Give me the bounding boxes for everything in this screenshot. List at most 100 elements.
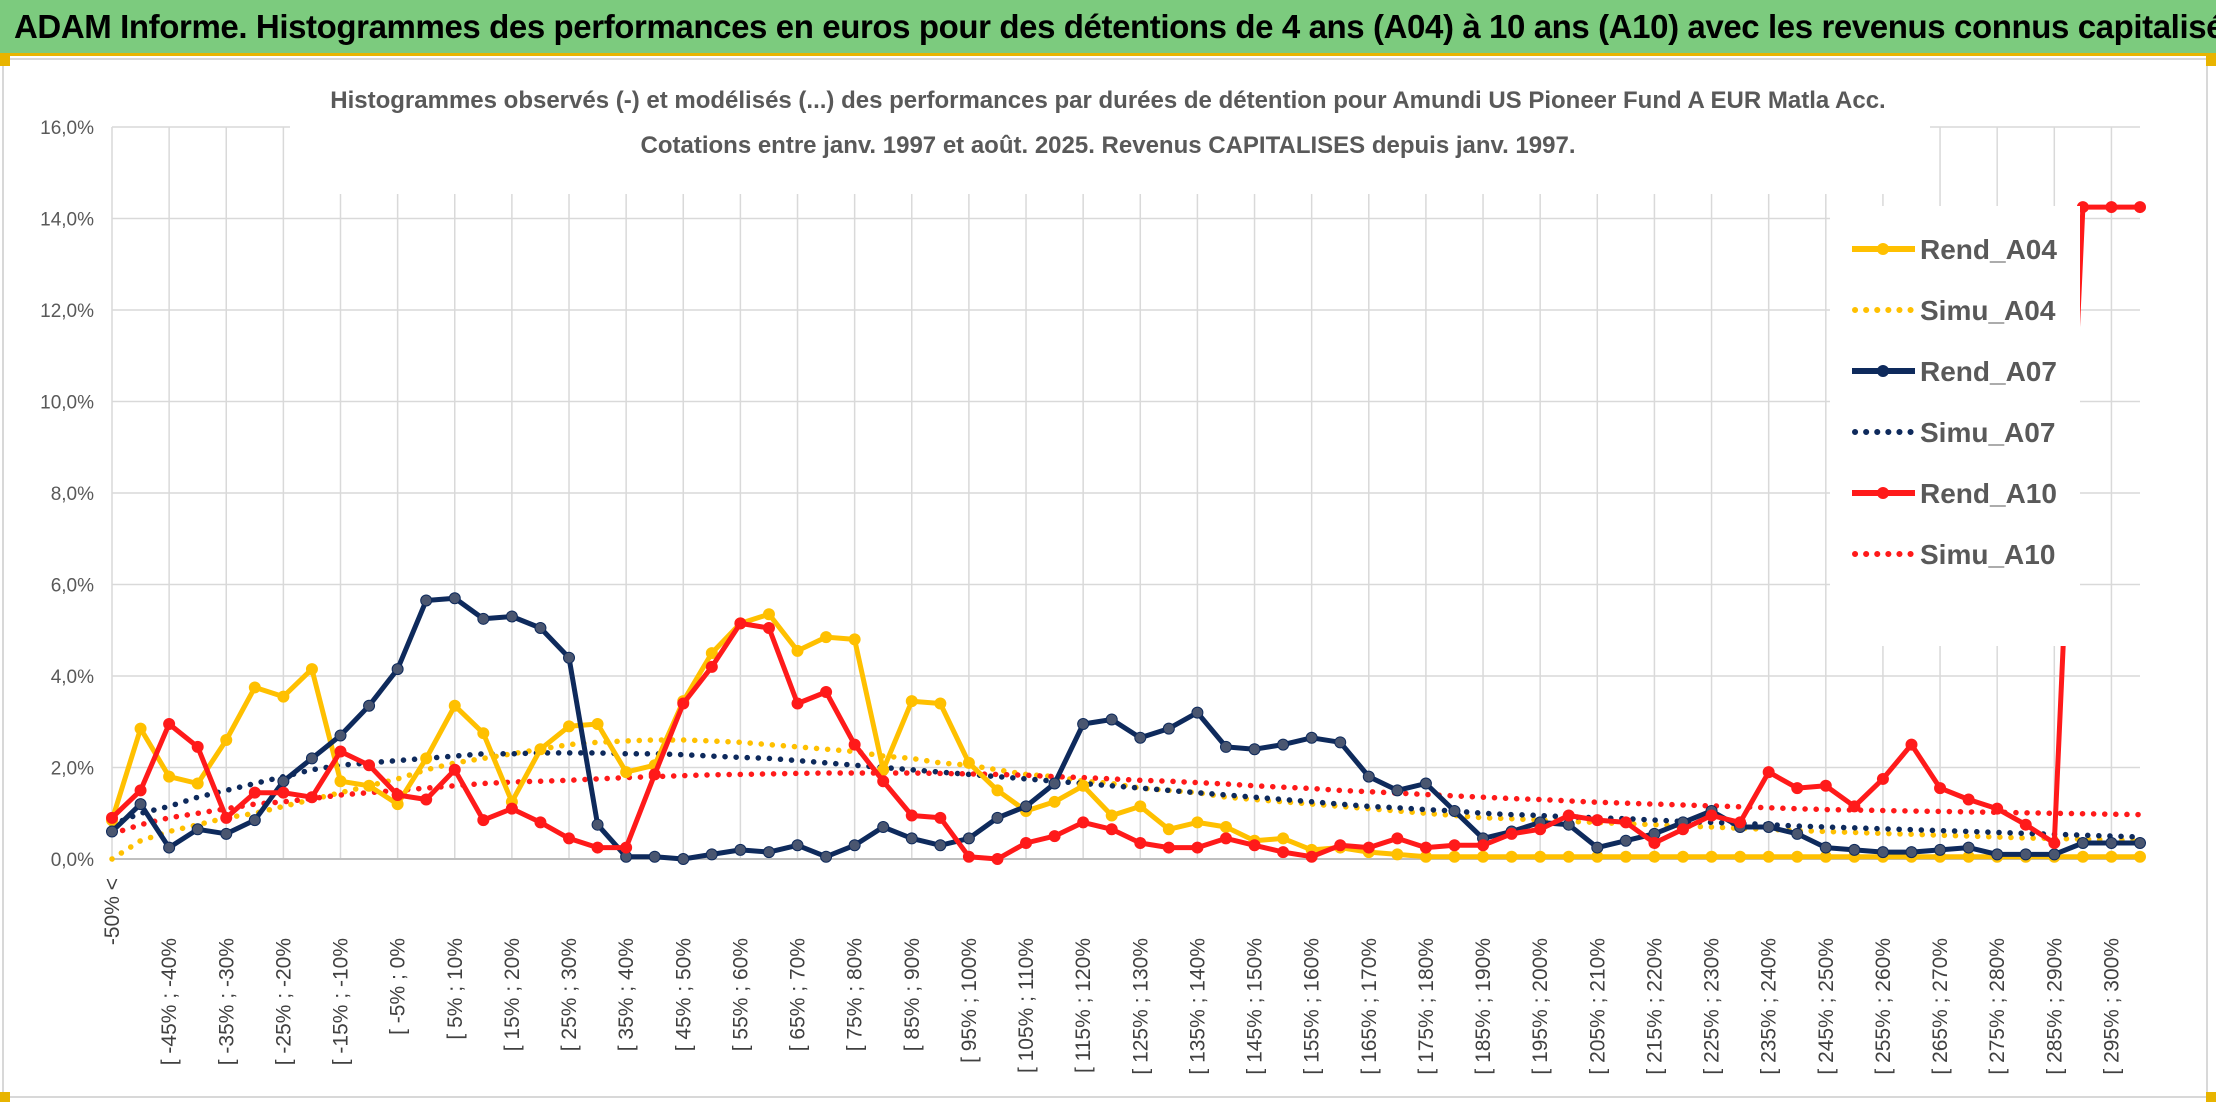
data-point-Rend_A10 bbox=[1162, 841, 1175, 854]
x-tick-label: [ 245% ; 250% bbox=[1815, 938, 1838, 1075]
data-point-Rend_A07 bbox=[2048, 848, 2061, 861]
data-point-Rend_A04 bbox=[305, 663, 318, 676]
chart-title-background bbox=[290, 84, 1930, 194]
data-point-Rend_A04 bbox=[448, 699, 461, 712]
legend-entry-Rend_A10: Rend_A10 bbox=[1852, 478, 2057, 509]
data-point-Rend_A04 bbox=[991, 784, 1004, 797]
data-point-Rend_A10 bbox=[1477, 839, 1490, 852]
x-tick-label: [ 165% ; 170% bbox=[1358, 938, 1381, 1075]
data-point-Rend_A07 bbox=[448, 592, 461, 605]
data-point-Rend_A04 bbox=[1134, 800, 1147, 813]
data-point-Rend_A07 bbox=[1419, 777, 1432, 790]
data-point-Rend_A07 bbox=[1248, 743, 1261, 756]
data-point-Rend_A07 bbox=[877, 820, 890, 833]
data-point-Rend_A04 bbox=[1534, 850, 1547, 863]
x-tick-label: [ -45% ; -40% bbox=[158, 938, 181, 1065]
data-point-Rend_A07 bbox=[2019, 848, 2032, 861]
data-point-Rend_A10 bbox=[1791, 782, 1804, 795]
legend-label-Simu_A04: Simu_A04 bbox=[1920, 295, 2056, 326]
data-point-Rend_A04 bbox=[534, 743, 547, 756]
data-point-Rend_A04 bbox=[1648, 850, 1661, 863]
data-point-Rend_A10 bbox=[1277, 846, 1290, 859]
data-point-Rend_A10 bbox=[1991, 802, 2004, 815]
y-tick-label: 2,0% bbox=[51, 759, 94, 780]
data-point-Rend_A10 bbox=[248, 786, 261, 799]
data-point-Rend_A07 bbox=[334, 729, 347, 742]
data-point-Rend_A04 bbox=[820, 631, 833, 644]
x-tick-label: [ -25% ; -20% bbox=[272, 938, 295, 1065]
data-point-Rend_A10 bbox=[420, 793, 433, 806]
data-point-Rend_A10 bbox=[762, 621, 775, 634]
data-point-Rend_A10 bbox=[1219, 832, 1232, 845]
legend-entry-Simu_A04: Simu_A04 bbox=[1852, 295, 2056, 326]
data-point-Rend_A04 bbox=[1277, 832, 1290, 845]
data-point-Rend_A04 bbox=[420, 752, 433, 765]
data-point-Rend_A07 bbox=[905, 832, 918, 845]
data-point-Rend_A07 bbox=[1191, 706, 1204, 719]
chart-series bbox=[106, 201, 2146, 865]
legend-label-Rend_A10: Rend_A10 bbox=[1920, 478, 2057, 509]
data-point-Rend_A10 bbox=[2105, 201, 2118, 214]
data-point-Rend_A10 bbox=[2019, 818, 2032, 831]
data-point-Rend_A04 bbox=[934, 697, 947, 710]
data-point-Rend_A04 bbox=[620, 766, 633, 779]
data-point-Rend_A07 bbox=[1448, 804, 1461, 817]
data-point-Rend_A10 bbox=[677, 697, 690, 710]
chart-title-line-1: Histogrammes observés (-) et modélisés (… bbox=[330, 87, 1885, 114]
data-point-Rend_A10 bbox=[563, 832, 576, 845]
x-tick-label: [ 195% ; 200% bbox=[1529, 938, 1552, 1075]
data-point-Rend_A04 bbox=[1505, 850, 1518, 863]
data-point-Rend_A07 bbox=[934, 839, 947, 852]
data-point-Rend_A07 bbox=[1105, 713, 1118, 726]
x-tick-label: [ 65% ; 70% bbox=[787, 938, 810, 1051]
data-point-Rend_A10 bbox=[163, 718, 176, 731]
data-point-Rend_A07 bbox=[1991, 848, 2004, 861]
data-point-Rend_A10 bbox=[1905, 738, 1918, 751]
legend-background bbox=[1830, 206, 2080, 646]
data-point-Rend_A07 bbox=[2105, 836, 2118, 849]
data-point-Rend_A04 bbox=[2076, 850, 2089, 863]
data-point-Rend_A10 bbox=[620, 841, 633, 854]
data-point-Rend_A10 bbox=[505, 802, 518, 815]
data-point-Rend_A10 bbox=[905, 809, 918, 822]
x-tick-label: [ 85% ; 90% bbox=[901, 938, 924, 1051]
series-line-Simu_A07 bbox=[109, 750, 2143, 840]
data-point-Rend_A07 bbox=[1077, 718, 1090, 731]
data-point-Rend_A04 bbox=[1477, 850, 1490, 863]
x-tick-label: [ 45% ; 50% bbox=[672, 938, 695, 1051]
data-point-Rend_A10 bbox=[877, 775, 890, 788]
data-point-Rend_A07 bbox=[191, 823, 204, 836]
x-tick-label: [ 75% ; 80% bbox=[844, 938, 867, 1051]
report-banner: ADAM Informe. Histogrammes des performan… bbox=[0, 0, 2216, 56]
data-point-Rend_A07 bbox=[705, 848, 718, 861]
x-tick-label: [ -5% ; 0% bbox=[387, 938, 410, 1035]
data-point-Rend_A10 bbox=[734, 617, 747, 630]
data-point-Rend_A10 bbox=[134, 784, 147, 797]
data-point-Rend_A07 bbox=[563, 651, 576, 664]
frame-corner-bottom-right bbox=[2206, 1092, 2216, 1102]
frame-corner-top-left bbox=[0, 56, 10, 66]
data-point-Rend_A07 bbox=[1391, 784, 1404, 797]
data-point-Rend_A07 bbox=[1020, 800, 1033, 813]
data-point-Rend_A10 bbox=[1962, 793, 1975, 806]
x-tick-label: [ 135% ; 140% bbox=[1186, 938, 1209, 1075]
x-tick-label: [ 205% ; 210% bbox=[1586, 938, 1609, 1075]
y-tick-label: 14,0% bbox=[40, 210, 94, 231]
data-point-Rend_A04 bbox=[848, 633, 861, 646]
data-point-Rend_A10 bbox=[1534, 823, 1547, 836]
data-point-Rend_A07 bbox=[505, 610, 518, 623]
x-tick-label: [ 295% ; 300% bbox=[2100, 938, 2123, 1075]
data-point-Rend_A10 bbox=[1191, 841, 1204, 854]
data-point-Rend_A07 bbox=[220, 827, 233, 840]
data-point-Rend_A10 bbox=[2048, 836, 2061, 849]
data-point-Rend_A04 bbox=[1162, 823, 1175, 836]
series-Rend_A04 bbox=[106, 608, 2146, 863]
data-point-Rend_A07 bbox=[1591, 841, 1604, 854]
x-tick-label: [ 15% ; 20% bbox=[501, 938, 524, 1051]
legend-entry-Simu_A10: Simu_A10 bbox=[1852, 539, 2055, 570]
data-point-Rend_A07 bbox=[1334, 736, 1347, 749]
legend-label-Rend_A07: Rend_A07 bbox=[1920, 356, 2057, 387]
data-point-Rend_A04 bbox=[1077, 779, 1090, 792]
x-tick-label: [ 25% ; 30% bbox=[558, 938, 581, 1051]
y-tick-label: 4,0% bbox=[51, 667, 94, 688]
